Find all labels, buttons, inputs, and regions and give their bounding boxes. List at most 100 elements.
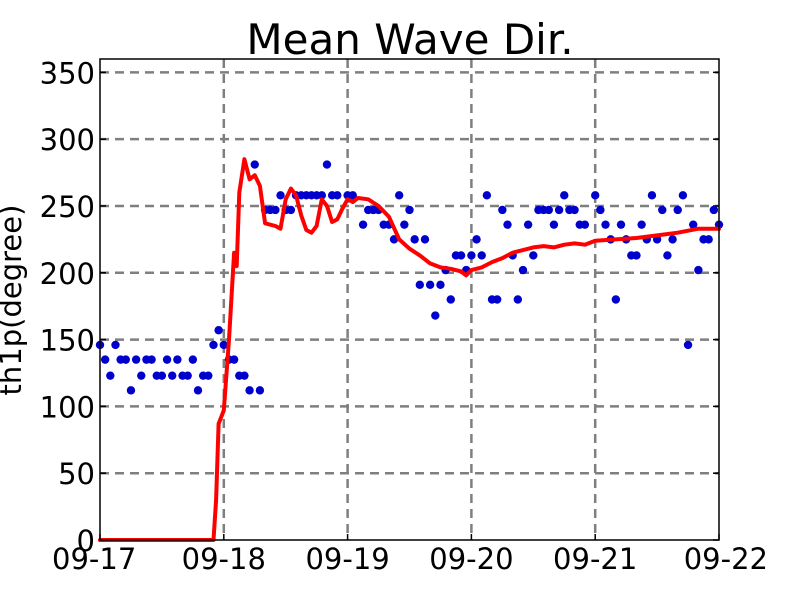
- scatter-point: [415, 280, 425, 290]
- scatter-point: [168, 371, 177, 380]
- scatter-point: [498, 205, 507, 215]
- scatter-point: [689, 220, 698, 229]
- line-series: [98, 157, 721, 542]
- scatter-point: [513, 295, 523, 304]
- scatter-point: [209, 340, 218, 350]
- scatter-point: [214, 326, 223, 335]
- x-tick-label: 09-19: [305, 542, 389, 576]
- scatter-point: [570, 205, 579, 215]
- scatter-point: [431, 311, 440, 320]
- scatter-point: [673, 205, 682, 215]
- scatter-point: [518, 265, 528, 275]
- scatter-point: [503, 220, 512, 229]
- scatter-point: [121, 355, 130, 364]
- scatter-point: [616, 220, 626, 229]
- x-tick-label: 09-21: [553, 542, 637, 576]
- scatter-point: [637, 220, 646, 229]
- scatter-point: [250, 160, 259, 169]
- scatter-point: [704, 235, 713, 244]
- y-tick-label: 50: [58, 457, 95, 491]
- scatter-point: [436, 280, 445, 290]
- scatter-point: [204, 371, 213, 380]
- scatter-point: [683, 340, 693, 350]
- scatter-point: [157, 371, 167, 380]
- scatter-point: [348, 191, 357, 200]
- series-line: [98, 157, 721, 542]
- scatter-point: [358, 220, 368, 229]
- scatter-point: [467, 251, 476, 260]
- y-axis-label: th1p(degree): [0, 205, 28, 396]
- y-tick-label: 350: [40, 56, 95, 90]
- scatter-point: [405, 205, 414, 215]
- scatter-point: [492, 295, 502, 304]
- chart-title: Mean Wave Dir.: [246, 15, 573, 64]
- scatter-point: [472, 235, 481, 244]
- x-tick-labels: 09-17 09-18 09-19 09-20 09-21 09-22: [52, 542, 768, 576]
- x-tick-label: 09-22: [684, 542, 768, 576]
- scatter-point: [668, 235, 677, 244]
- scatter-point: [410, 235, 419, 244]
- y-tick-label: 0: [77, 524, 95, 558]
- scatter-points: [95, 160, 724, 395]
- scatter-point: [400, 220, 409, 229]
- scatter-point: [425, 280, 435, 290]
- scatter-point: [709, 205, 719, 215]
- scatter-point: [477, 251, 486, 260]
- scatter-point: [678, 191, 688, 200]
- scatter-point: [106, 371, 115, 380]
- scatter-point: [632, 251, 641, 260]
- scatter-point: [286, 205, 296, 215]
- scatter-point: [333, 191, 342, 200]
- scatter-point: [183, 371, 192, 380]
- scatter-point: [193, 386, 203, 395]
- scatter-point: [219, 340, 228, 350]
- scatter-point: [420, 235, 430, 244]
- scatter-point: [544, 205, 553, 215]
- scatter-point: [658, 205, 667, 215]
- scatter-point: [611, 295, 621, 304]
- x-tick-label: 09-17: [52, 542, 136, 576]
- scatter-point: [591, 191, 600, 200]
- scatter-point: [647, 191, 657, 200]
- y-tick-label: 100: [40, 390, 95, 424]
- y-tick-label: 250: [40, 190, 95, 224]
- scatter-point: [456, 251, 466, 260]
- scatter-point: [446, 295, 455, 304]
- scatter-point: [147, 355, 156, 364]
- y-tick-label: 300: [40, 123, 95, 157]
- scatter-point: [173, 355, 182, 364]
- x-tick-label: 09-20: [429, 542, 513, 576]
- scatter-point: [549, 220, 559, 229]
- scatter-point: [663, 251, 672, 260]
- gridlines: [99, 59, 720, 541]
- scatter-point: [162, 355, 172, 364]
- x-tick-label: 09-18: [182, 542, 266, 576]
- scatter-point: [126, 386, 136, 395]
- scatter-point: [482, 191, 492, 200]
- scatter-point: [560, 191, 569, 200]
- scatter-point: [100, 355, 110, 364]
- scatter-point: [322, 160, 332, 169]
- plot-frame: [99, 58, 720, 541]
- scatter-point: [276, 191, 285, 200]
- scatter-point: [137, 371, 146, 380]
- scatter-point: [694, 265, 703, 275]
- scatter-point: [271, 205, 280, 215]
- scatter-point: [394, 191, 404, 200]
- scatter-point: [529, 251, 538, 260]
- scatter-point: [111, 340, 120, 350]
- scatter-point: [188, 355, 198, 364]
- y-tick-label: 150: [40, 324, 95, 358]
- scatter-point: [580, 220, 590, 229]
- scatter-point: [554, 205, 564, 215]
- scatter-point: [523, 220, 533, 229]
- scatter-point: [596, 205, 605, 215]
- y-tick-label: 200: [40, 257, 95, 291]
- scatter-point: [240, 371, 249, 380]
- y-tick-labels: 0 50 100 150 200 250 300 350: [40, 56, 95, 558]
- scatter-point: [601, 220, 610, 229]
- scatter-point: [229, 355, 239, 364]
- scatter-point: [255, 386, 265, 395]
- scatter-point: [245, 386, 254, 395]
